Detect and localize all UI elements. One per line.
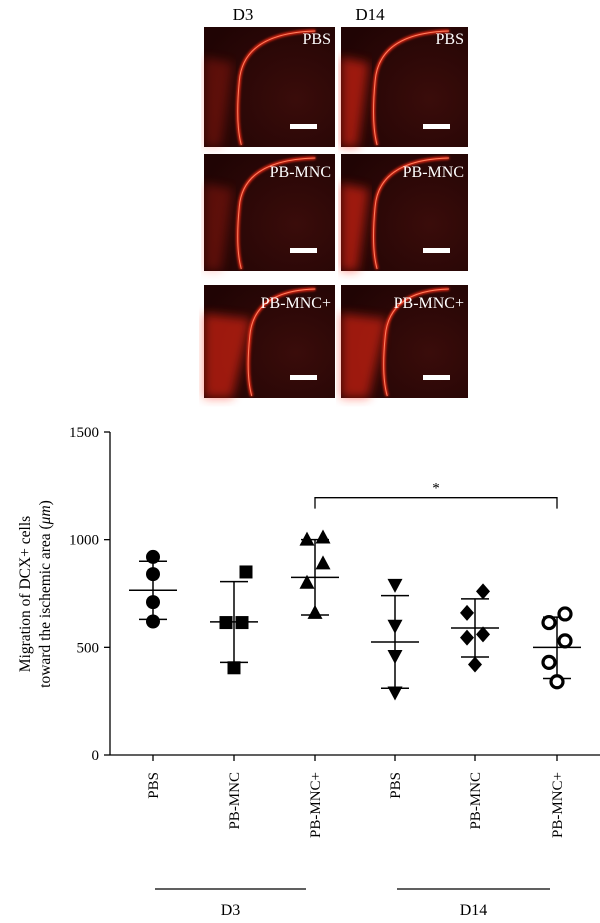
lesion-region: [341, 57, 369, 147]
y-tick-label: 0: [92, 748, 100, 764]
y-ticks: 0 500 1000 1500: [69, 425, 110, 764]
micrograph-label: PB-MNC+: [261, 295, 331, 312]
data-point: [387, 649, 403, 664]
micrograph-label: PB-MNC: [270, 164, 331, 181]
micrograph-label: PBS: [436, 31, 464, 48]
data-point: [307, 604, 323, 619]
micrograph-pb-mnc-plus-d14: PB-MNC+: [341, 285, 468, 398]
data-point: [557, 606, 573, 622]
data-point: [476, 626, 490, 643]
lesion-region: [204, 57, 233, 147]
micrograph-pb-mnc-d14: PB-MNC: [341, 154, 468, 271]
lesion-region: [204, 313, 252, 398]
lesion-region: [341, 183, 369, 271]
stained-edge-core: [383, 288, 449, 397]
micrograph-grid: PBS PBS PB-MNC PB-MNC PB-MNC+ PB-MNC+: [204, 27, 468, 398]
series-1: [129, 549, 177, 629]
series-2: [210, 565, 258, 675]
lesion-region: [341, 313, 387, 398]
significance-bracket: *: [314, 481, 558, 509]
data-point: [541, 654, 557, 671]
data-point: [387, 619, 403, 634]
x-tick-label: PB-MNC: [227, 772, 243, 830]
data-point: [146, 614, 160, 629]
micrograph-label: PB-MNC: [403, 164, 464, 181]
y-tick-label: 1500: [69, 425, 99, 441]
column-label-d14: D14: [355, 5, 385, 24]
stained-edge-core: [373, 157, 449, 270]
series-5: [451, 583, 499, 673]
data-point: [315, 529, 331, 544]
stained-edge-core: [373, 30, 449, 146]
data-point: [460, 629, 474, 646]
data-series: [129, 529, 581, 701]
data-point: [541, 614, 557, 631]
data-point: [146, 567, 160, 582]
group-label-d14: D14: [460, 902, 488, 919]
lesion-region: [204, 183, 233, 271]
micrograph-label: PB-MNC+: [394, 295, 464, 312]
scale-bar: [423, 248, 450, 253]
data-point: [146, 595, 160, 610]
scale-bar: [290, 124, 317, 129]
data-point: [460, 604, 474, 621]
data-point: [315, 555, 331, 570]
y-axis-label-line2: toward the ischemic area (μm): [37, 500, 54, 688]
x-tick-label: PBS: [388, 772, 404, 799]
micrograph-pbs-d3: PBS: [204, 27, 335, 147]
data-point: [239, 565, 253, 579]
x-tick-label: PB-MNC: [468, 772, 484, 830]
data-point: [468, 656, 482, 673]
data-point: [387, 578, 403, 593]
scatter-chart: Migration of DCX+ cells toward the ische…: [17, 425, 600, 919]
significance-star: *: [432, 481, 440, 497]
micrograph-pb-mnc-plus-d3: PB-MNC+: [204, 285, 335, 398]
micrograph-label: PBS: [303, 31, 331, 48]
x-ticks: PBS PB-MNC PB-MNC+ PBS PB-MNC PB-MNC+: [146, 755, 566, 838]
micrograph-pbs-d14: PBS: [341, 27, 468, 147]
y-tick-label: 500: [77, 640, 100, 656]
data-point: [235, 616, 249, 630]
group-label-d3: D3: [221, 902, 241, 919]
x-tick-label: PB-MNC+: [550, 772, 566, 838]
micrograph-pb-mnc-d3: PB-MNC: [204, 154, 335, 271]
data-point: [219, 616, 233, 630]
bracket-line: [314, 497, 558, 509]
data-point: [476, 583, 490, 600]
series-6: [533, 606, 581, 690]
data-point: [299, 574, 315, 589]
scale-bar: [423, 375, 450, 380]
data-point: [227, 661, 241, 675]
scale-bar: [290, 248, 317, 253]
stained-edge-core: [247, 288, 316, 397]
series-3: [291, 529, 339, 619]
y-axis-label-line1: Migration of DCX+ cells: [17, 516, 34, 672]
scale-bar: [423, 124, 450, 129]
group-labels: D3 D14: [155, 888, 550, 919]
y-tick-label: 1000: [69, 533, 99, 549]
series-4: [371, 578, 419, 701]
stained-edge-core: [237, 30, 316, 146]
data-point: [387, 686, 403, 701]
x-tick-label: PBS: [146, 772, 162, 799]
stained-edge-core: [237, 157, 316, 270]
column-label-d3: D3: [233, 5, 254, 24]
data-point: [299, 531, 315, 546]
data-point: [146, 549, 160, 564]
data-point: [557, 633, 573, 649]
x-tick-label: PB-MNC+: [308, 772, 324, 838]
scale-bar: [290, 375, 317, 380]
data-point: [549, 674, 565, 690]
